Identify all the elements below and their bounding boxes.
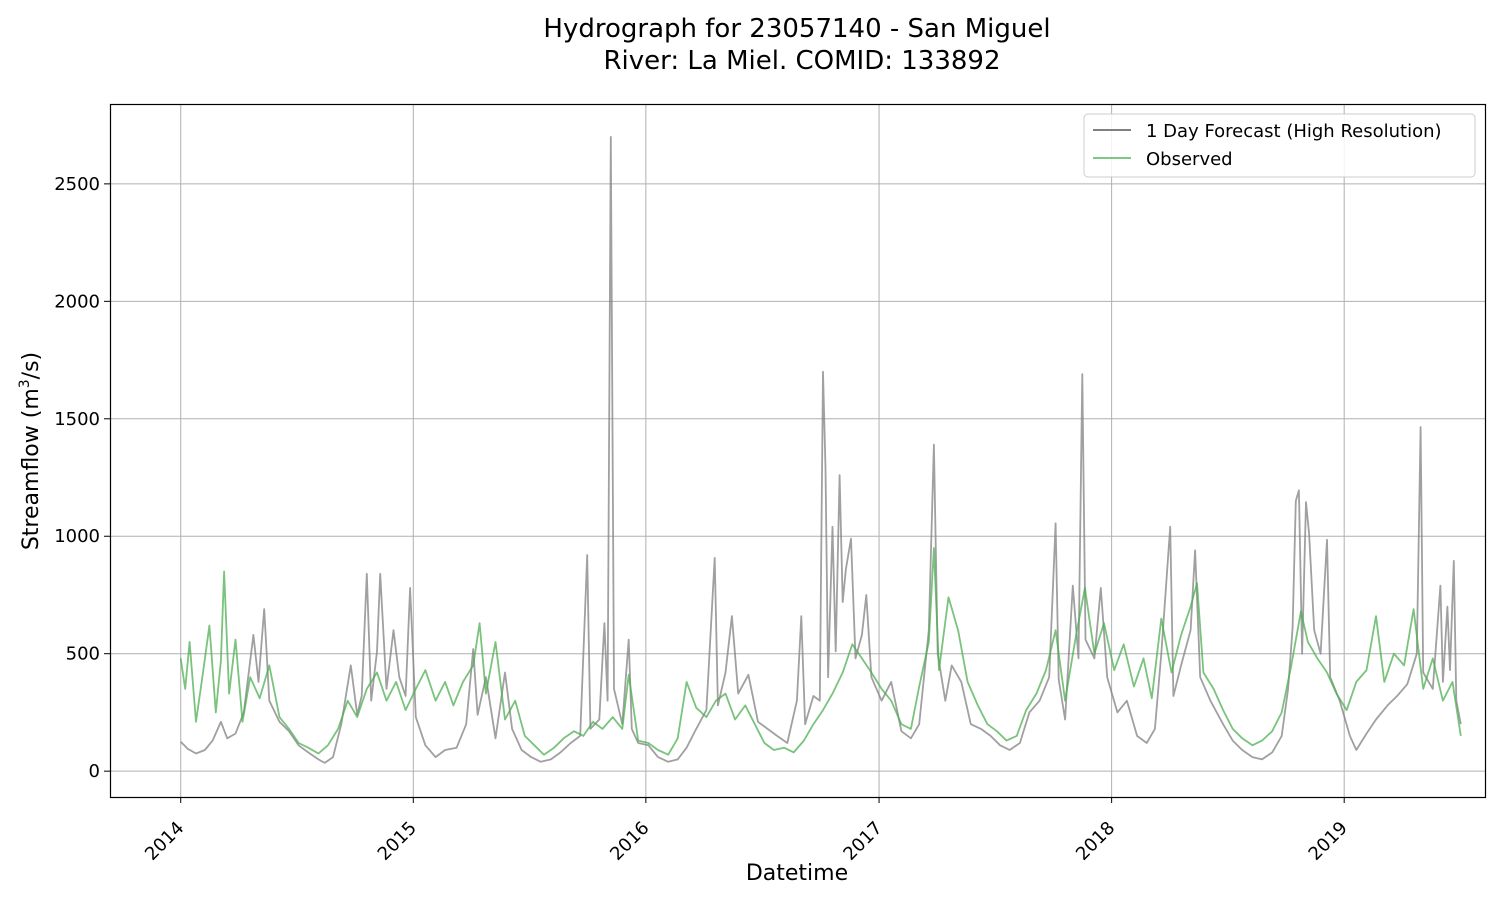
x-axis-label: Datetime <box>746 861 848 886</box>
x-tick-label: 2015 <box>374 818 421 865</box>
grid-lines <box>110 104 1485 797</box>
x-tick-label: 2018 <box>1072 818 1119 865</box>
legend-box <box>1083 113 1476 178</box>
legend-label-forecast: 1 Day Forecast (High Resolution) <box>1146 121 1442 142</box>
series-layer <box>179 136 1462 764</box>
x-tick-label: 2016 <box>606 818 653 865</box>
x-tick-label: 2017 <box>839 818 886 865</box>
legend: 1 Day Forecast (High Resolution) Observe… <box>1083 113 1476 178</box>
y-tick-label: 1500 <box>54 409 100 430</box>
chart-title-line1: Hydrograph for 23057140 - San Miguel <box>543 14 1050 44</box>
y-axis-ticks: 0 500 1000 1500 2000 2500 <box>54 174 110 782</box>
chart-title-line2: River: La Miel. COMID: 133892 <box>603 46 1000 76</box>
series-observed-line <box>179 547 1462 756</box>
x-axis-ticks: 2014 2015 2016 2017 2018 2019 <box>141 797 1352 865</box>
series-forecast-line <box>180 136 1462 764</box>
y-tick-label: 500 <box>66 644 100 665</box>
x-tick-label: 2014 <box>141 818 188 865</box>
y-tick-label: 2500 <box>54 174 100 195</box>
y-tick-label: 0 <box>89 761 100 782</box>
y-axis-label: Streamflow (m3/s) <box>17 352 44 550</box>
y-tick-label: 2000 <box>54 291 100 312</box>
plot-frame <box>109 103 1487 799</box>
legend-label-observed: Observed <box>1146 149 1233 170</box>
x-tick-label: 2019 <box>1305 818 1352 865</box>
y-tick-label: 1000 <box>54 526 100 547</box>
